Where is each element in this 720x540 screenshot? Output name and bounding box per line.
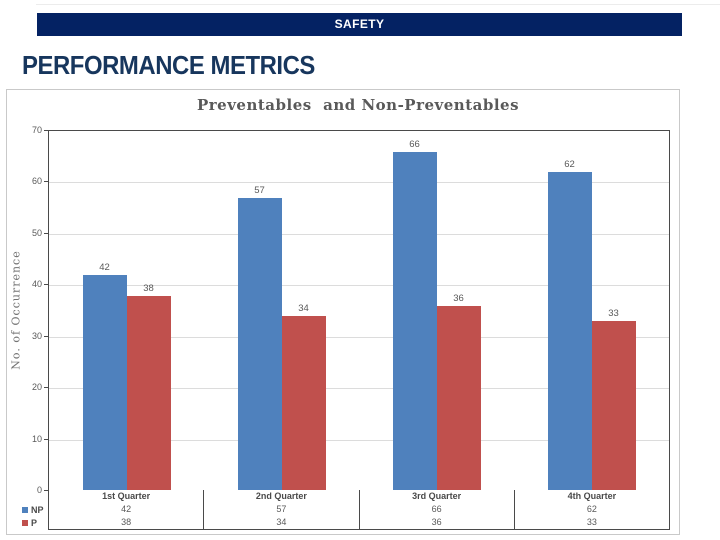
header-bar-title: SAFETY <box>334 17 385 31</box>
y-tick-mark <box>44 130 48 131</box>
bar-p-1 <box>126 295 171 491</box>
y-tick-label: 40 <box>31 279 42 290</box>
table-cell: 42 <box>121 504 132 514</box>
bar-np-4 <box>547 172 592 491</box>
bar-p-2 <box>281 316 326 491</box>
gridline <box>49 336 669 338</box>
table-cell: 33 <box>513 516 669 529</box>
y-tick-label: 10 <box>31 433 42 444</box>
table-header-cell: 4th Quarter <box>513 490 669 503</box>
gridline <box>49 439 669 441</box>
gridline <box>49 285 669 287</box>
table-header-cell: 3rd Quarter <box>358 490 514 503</box>
table-header-cell: 1st Quarter <box>102 491 151 501</box>
page-title: PERFORMANCE METRICS <box>22 50 315 80</box>
y-tick-label: 20 <box>31 382 42 393</box>
bar-np-3 <box>392 151 437 491</box>
y-tick-mark <box>44 181 48 183</box>
bar-np-1 <box>82 275 127 491</box>
slide-header-bar: SAFETY <box>37 13 682 36</box>
legend-label: P <box>31 517 38 528</box>
table-row-p: 38 34 36 33 <box>49 516 669 529</box>
y-axis-title: No. of Occurrence <box>9 250 23 370</box>
legend-item-p: P <box>22 516 37 529</box>
table-cell: 34 <box>203 516 358 529</box>
bar-p-3 <box>436 305 481 491</box>
table-header-row: 1st Quarter 2nd Quarter 3rd Quarter 4th Qua… <box>49 490 669 503</box>
plot-area: 42 57 66 62 38 34 36 33 <box>48 130 670 492</box>
y-tick-mark <box>44 387 48 389</box>
y-tick-mark <box>44 438 48 440</box>
table-cell: 38 <box>121 517 132 527</box>
y-tick-mark <box>44 490 48 491</box>
gridline <box>49 233 669 235</box>
legend-label: NP <box>31 504 44 515</box>
table-cell: 62 <box>513 503 669 516</box>
bar-label: 34 <box>298 303 309 315</box>
gridline <box>49 388 669 390</box>
table-cell: 57 <box>203 503 358 516</box>
bar-label: 66 <box>409 138 420 150</box>
chart-data-table: 1st Quarter 2nd Quarter 3rd Quarter 4th Qua… <box>48 490 670 530</box>
bar-label: 36 <box>453 292 464 304</box>
bar-label: 57 <box>254 184 265 196</box>
bar-label: 62 <box>564 159 575 171</box>
legend-swatch-p-icon <box>22 519 28 526</box>
bar-label: 38 <box>143 282 154 294</box>
bar-label: 33 <box>608 308 619 320</box>
y-tick-label: 50 <box>31 227 42 238</box>
y-tick-label: 30 <box>31 330 42 341</box>
y-tick-mark <box>44 232 48 234</box>
table-cell: 66 <box>358 503 514 516</box>
legend-item-np: NP <box>22 503 44 516</box>
chart-title: Preventables and Non-Preventables <box>196 96 520 114</box>
y-tick-label: 70 <box>31 125 42 135</box>
y-tick-mark <box>44 335 48 337</box>
top-divider-line <box>36 4 720 5</box>
table-row-np: 42 57 66 62 <box>49 503 669 516</box>
y-tick-label: 60 <box>31 176 42 187</box>
y-tick-label: 0 <box>36 485 42 495</box>
table-header-cell: 2nd Quarter <box>203 490 358 503</box>
bar-label: 42 <box>99 262 110 273</box>
y-tick-mark <box>44 284 48 286</box>
table-cell: 36 <box>358 516 514 529</box>
legend-swatch-np-icon <box>22 506 28 513</box>
bar-np-2 <box>237 197 282 491</box>
bar-p-4 <box>591 321 636 491</box>
gridline <box>49 182 669 184</box>
